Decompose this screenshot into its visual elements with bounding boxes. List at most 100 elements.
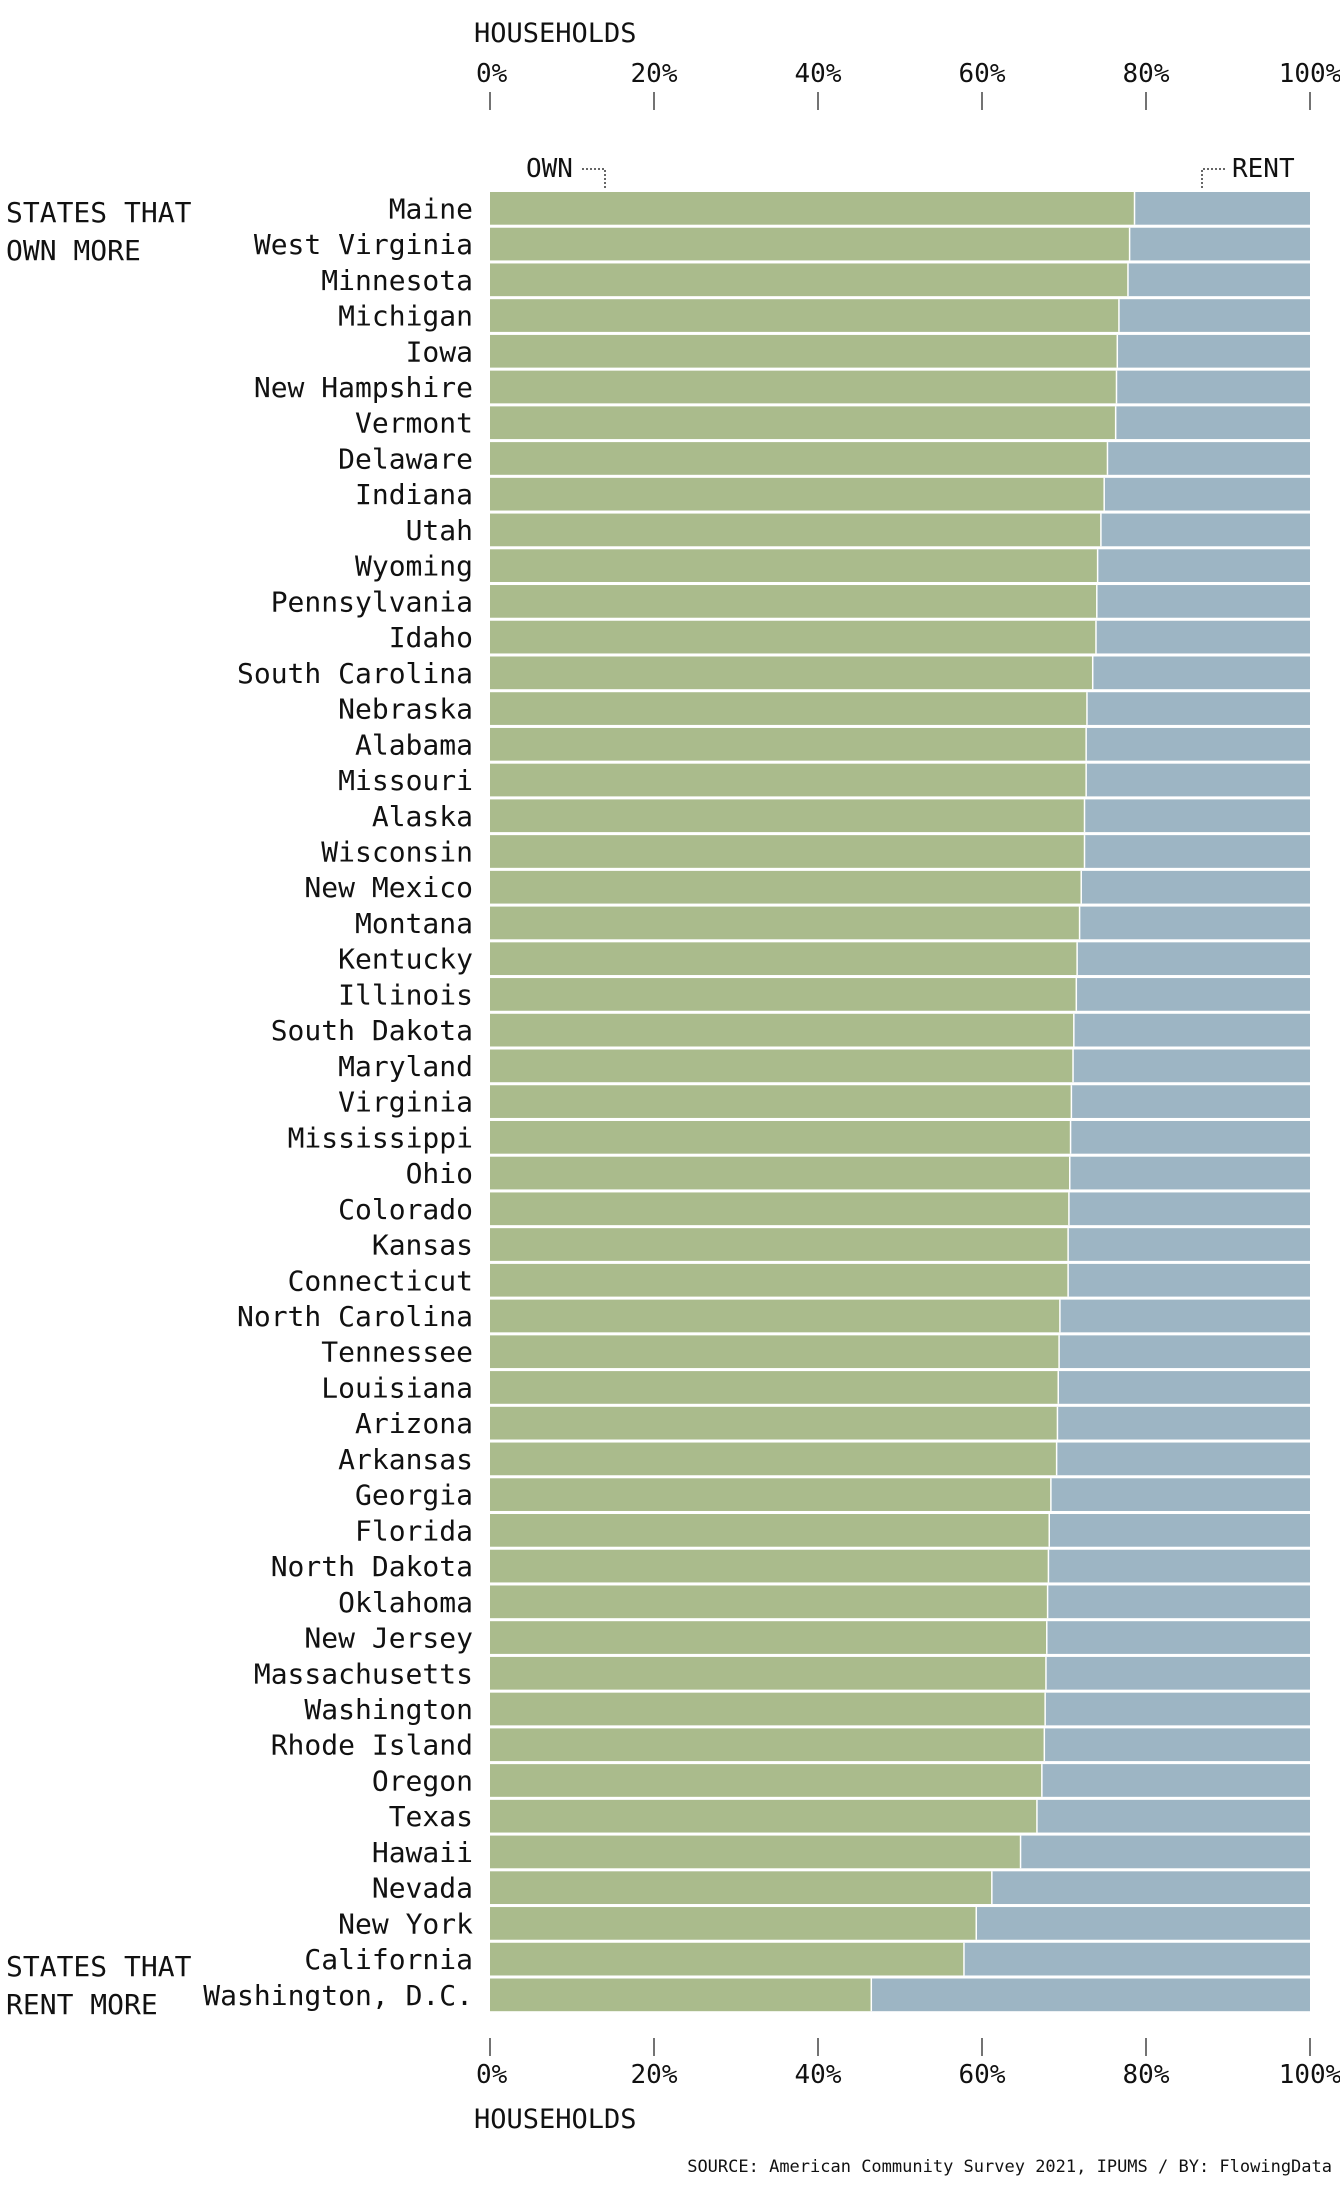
bottom-tick-label: 40% bbox=[795, 2060, 842, 2090]
category-label: Washington bbox=[304, 1693, 473, 1726]
bar-own bbox=[490, 1656, 1046, 1690]
bar-rent bbox=[1127, 263, 1310, 297]
bar-own bbox=[490, 406, 1116, 440]
legend-own-leader bbox=[582, 168, 606, 190]
bar-rent bbox=[1117, 334, 1310, 368]
bar-own bbox=[490, 477, 1105, 511]
bar-own bbox=[490, 442, 1108, 475]
bar-own bbox=[490, 799, 1085, 833]
legend-rent-leader bbox=[1201, 168, 1225, 190]
bar-rent bbox=[963, 1942, 1310, 1976]
bar-rent bbox=[1076, 978, 1310, 1011]
bar-rent bbox=[1084, 799, 1310, 833]
bar-rent bbox=[1045, 1692, 1310, 1726]
bottom-tick-label: 0% bbox=[476, 2060, 508, 2090]
bar-own bbox=[490, 1263, 1069, 1297]
category-label: Delaware bbox=[338, 442, 473, 475]
bar-rent bbox=[1129, 227, 1310, 261]
bar-rent bbox=[1068, 1263, 1310, 1297]
category-label: Connecticut bbox=[288, 1264, 473, 1297]
category-label: Nebraska bbox=[338, 693, 473, 726]
bar-rent bbox=[991, 1871, 1310, 1905]
bar-rent bbox=[1077, 942, 1310, 976]
bar-own bbox=[490, 1692, 1046, 1726]
bar-own bbox=[490, 1549, 1049, 1583]
bar-rent bbox=[1046, 1621, 1310, 1654]
bottom-axis-title: HOUSEHOLDS bbox=[474, 2104, 637, 2135]
bar-own bbox=[490, 1621, 1047, 1654]
bar-own bbox=[490, 763, 1087, 797]
category-label: Kansas bbox=[372, 1229, 473, 1262]
category-label: New Mexico bbox=[304, 871, 473, 904]
bar-own bbox=[490, 727, 1087, 761]
category-label: Minnesota bbox=[321, 264, 473, 297]
category-label: Nevada bbox=[372, 1872, 473, 1905]
top-axis-title: HOUSEHOLDS bbox=[474, 18, 637, 49]
bar-own bbox=[490, 1442, 1057, 1476]
bar-rent bbox=[1068, 1228, 1310, 1261]
group-labels: STATES THAT OWN MORE STATES THAT RENT MO… bbox=[6, 196, 192, 2021]
bar-rent bbox=[1081, 870, 1310, 904]
bottom-tick-label: 20% bbox=[631, 2060, 678, 2090]
bar-own bbox=[490, 870, 1082, 904]
bar-own bbox=[490, 906, 1080, 940]
bars bbox=[490, 192, 1310, 2012]
bar-rent bbox=[871, 1978, 1310, 2012]
category-label: Alaska bbox=[372, 800, 473, 833]
bar-rent bbox=[1068, 1192, 1310, 1226]
bar-rent bbox=[1058, 1371, 1310, 1404]
bar-rent bbox=[976, 1907, 1310, 1940]
category-label: Wisconsin bbox=[321, 835, 473, 868]
bar-rent bbox=[1086, 727, 1310, 761]
bar-rent bbox=[1115, 406, 1310, 440]
bar-own bbox=[490, 942, 1078, 976]
category-label: Ohio bbox=[406, 1157, 473, 1190]
bar-own bbox=[490, 1799, 1037, 1833]
bar-rent bbox=[1107, 442, 1310, 475]
bar-rent bbox=[1070, 1120, 1310, 1154]
category-label: Alabama bbox=[355, 728, 473, 761]
bar-own bbox=[490, 1299, 1060, 1333]
category-label: Idaho bbox=[389, 621, 473, 654]
bar-own bbox=[490, 334, 1118, 368]
bar-rent bbox=[1100, 513, 1310, 547]
bar-own bbox=[490, 192, 1135, 225]
bar-own bbox=[490, 1013, 1074, 1047]
group-label-bottom-line1: STATES THAT bbox=[6, 1950, 192, 1983]
top-tick-label: 100% bbox=[1279, 59, 1340, 89]
bar-own bbox=[490, 1514, 1050, 1547]
bar-own bbox=[490, 585, 1097, 618]
group-label-top-line1: STATES THAT bbox=[6, 196, 192, 229]
bar-own bbox=[490, 1978, 872, 2012]
bar-rent bbox=[1097, 549, 1310, 582]
category-label: Vermont bbox=[355, 407, 473, 440]
top-tick-label: 40% bbox=[795, 59, 842, 89]
bar-own bbox=[490, 1585, 1048, 1619]
top-tick-label: 60% bbox=[959, 59, 1006, 89]
bar-own bbox=[490, 263, 1128, 297]
bar-rent bbox=[1118, 299, 1310, 332]
category-label: Arizona bbox=[355, 1407, 473, 1440]
top-tick-label: 80% bbox=[1123, 59, 1170, 89]
category-label: Missouri bbox=[338, 764, 473, 797]
category-label: Georgia bbox=[355, 1479, 473, 1512]
bar-own bbox=[490, 692, 1087, 725]
bar-own bbox=[490, 978, 1077, 1011]
category-label: Hawaii bbox=[372, 1836, 473, 1869]
category-label: South Dakota bbox=[271, 1014, 473, 1047]
bar-rent bbox=[1059, 1335, 1310, 1369]
legend-rent-label: RENT bbox=[1232, 154, 1295, 184]
bar-own bbox=[490, 513, 1101, 547]
top-axis: HOUSEHOLDS 0% 20% 40% 60% 80% 100% bbox=[474, 18, 1340, 110]
category-label: Louisiana bbox=[321, 1371, 473, 1404]
group-label-bottom-line2: RENT MORE bbox=[6, 1988, 158, 2021]
category-label: Kentucky bbox=[338, 943, 473, 976]
bottom-tick-label: 80% bbox=[1123, 2060, 1170, 2090]
bar-rent bbox=[1049, 1514, 1310, 1547]
bar-own bbox=[490, 1192, 1069, 1226]
category-label: Utah bbox=[406, 514, 473, 547]
bar-own bbox=[490, 1907, 977, 1940]
bar-rent bbox=[1095, 620, 1310, 654]
